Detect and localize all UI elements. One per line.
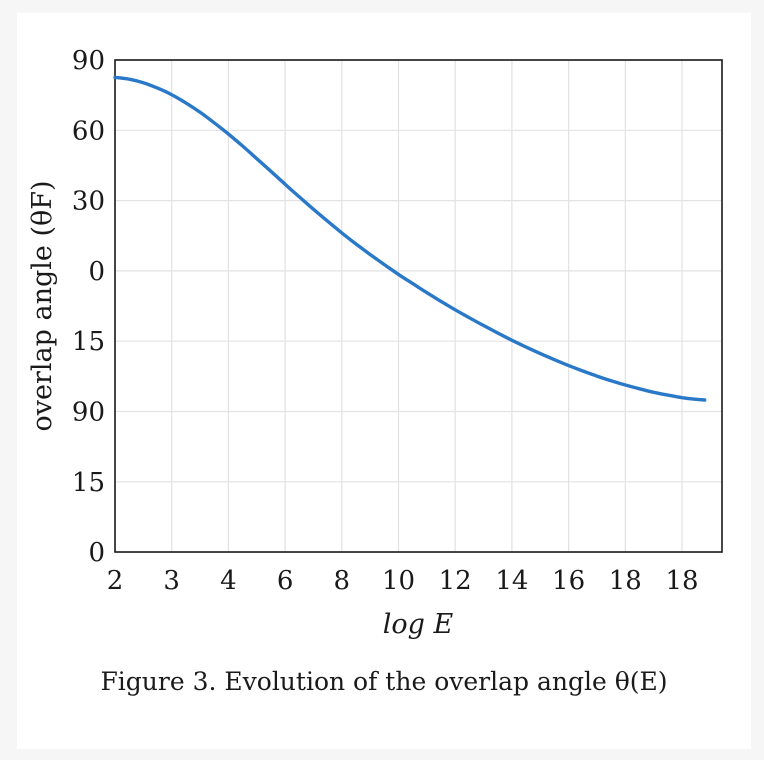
figure-caption: Figure 3. Evolution of the overlap angle… (100, 667, 668, 696)
x-axis-ticks: 2 3 4 6 8 10 12 14 16 18 18 (107, 566, 699, 596)
line-chart: 2 3 4 6 8 10 12 14 16 18 18 90 60 30 0 15 90 15 0 log E o… (27, 46, 723, 640)
x-tick-label: 18 (665, 566, 698, 596)
x-tick-label: 16 (552, 566, 585, 596)
figure: 2 3 4 6 8 10 12 14 16 18 18 90 60 30 0 15 90 15 0 log E o… (17, 13, 751, 749)
y-axis-ticks: 90 60 30 0 15 90 15 0 (72, 46, 105, 568)
x-tick-label: 18 (609, 566, 642, 596)
x-tick-label: 4 (220, 566, 237, 596)
y-tick-label: 60 (72, 116, 105, 146)
grid (114, 59, 722, 553)
series-line-theta (113, 75, 707, 402)
y-tick-label: 0 (88, 538, 105, 568)
x-tick-label: 6 (277, 566, 294, 596)
x-tick-label: 8 (334, 566, 351, 596)
x-tick-label: 10 (382, 566, 415, 596)
y-tick-label: 0 (88, 257, 105, 287)
plot-area-frame (114, 59, 723, 553)
series-layer (113, 75, 707, 402)
y-tick-label: 90 (72, 398, 105, 428)
y-tick-label: 15 (72, 468, 105, 498)
y-tick-label: 15 (72, 327, 105, 357)
x-axis-title: log E (383, 609, 454, 640)
y-tick-label: 90 (72, 46, 105, 76)
x-tick-label: 12 (439, 566, 472, 596)
y-axis-title: overlap angle (θF) (27, 180, 58, 431)
x-tick-label: 2 (107, 566, 124, 596)
y-tick-label: 30 (72, 187, 105, 217)
x-tick-label: 14 (495, 566, 528, 596)
x-tick-label: 3 (163, 566, 180, 596)
